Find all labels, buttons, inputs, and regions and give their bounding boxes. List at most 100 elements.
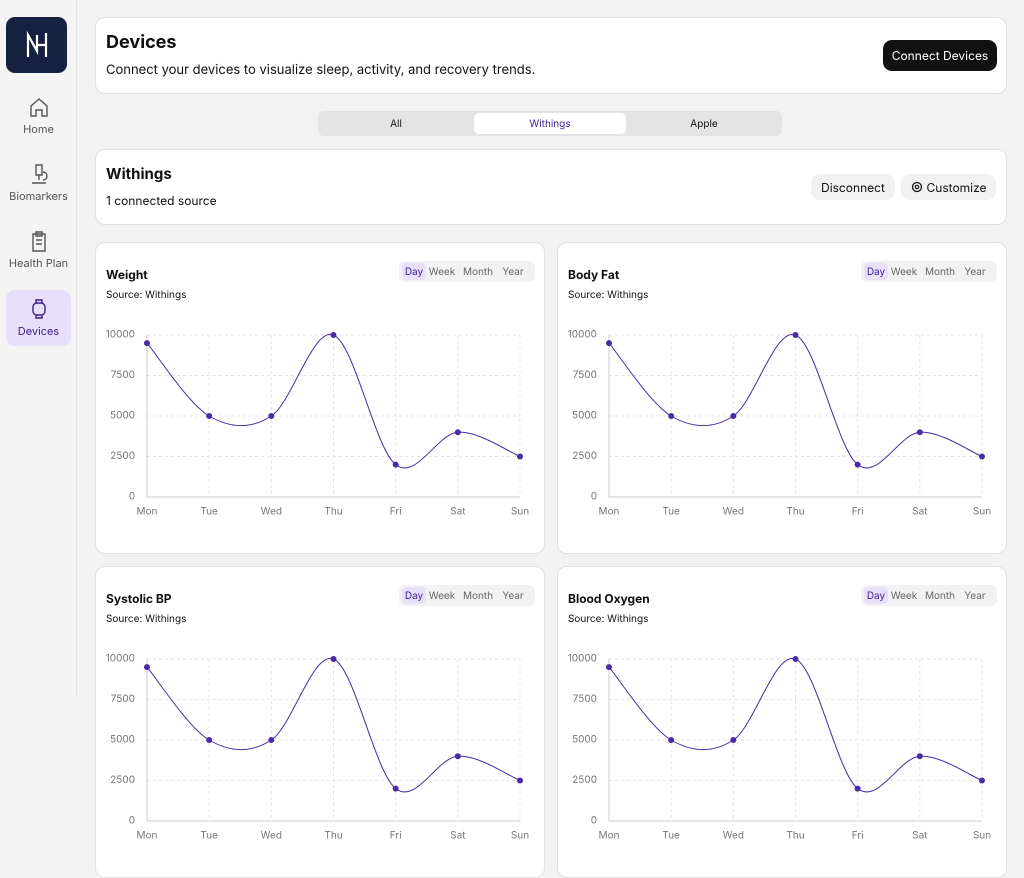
y-tick-label: 10000 bbox=[568, 653, 597, 665]
y-tick-label: 5000 bbox=[572, 734, 597, 746]
point bbox=[330, 332, 337, 338]
period-tabs: Day Week Month Year bbox=[399, 585, 535, 606]
nav-health-plan[interactable]: Health Plan bbox=[6, 222, 71, 278]
point bbox=[392, 785, 399, 792]
point bbox=[979, 777, 985, 784]
x-tick-label: Sun bbox=[511, 830, 529, 842]
x-tick-label: Mon bbox=[137, 830, 158, 842]
point bbox=[144, 340, 150, 347]
period-tabs: Day Week Month Year bbox=[861, 585, 997, 606]
y-tick-label: 5000 bbox=[110, 410, 135, 422]
x-tick-label: Wed bbox=[723, 506, 744, 518]
nav-label: Devices bbox=[17, 324, 60, 338]
x-tick-label: Thu bbox=[786, 506, 804, 518]
y-tick-label: 0 bbox=[129, 815, 135, 827]
x-tick-label: Tue bbox=[662, 830, 680, 842]
nav-label: Biomarkers bbox=[9, 189, 68, 203]
x-tick-label: Sat bbox=[912, 506, 928, 518]
x-tick-label: Thu bbox=[786, 830, 804, 842]
chart: 0 2500 5000 7500 10000 Mon Tue Wed Thu Fri Sat Sun bbox=[106, 329, 530, 518]
nav-label: Health Plan bbox=[8, 256, 69, 270]
card-source: Source: Withings bbox=[106, 289, 187, 301]
sidebar: Home Biomarkers Health Plan Devices bbox=[0, 0, 77, 697]
x-tick-label: Sun bbox=[973, 506, 991, 518]
logo[interactable] bbox=[6, 17, 67, 73]
tab-active[interactable]: Withings bbox=[474, 113, 626, 134]
x-tick-label: Fri bbox=[852, 506, 864, 518]
point bbox=[730, 737, 737, 743]
customize-button[interactable]: Customize bbox=[901, 174, 996, 200]
x-tick-label: Tue bbox=[200, 830, 218, 842]
nav-home[interactable]: Home bbox=[6, 88, 71, 144]
disconnect-button[interactable]: Disconnect bbox=[811, 174, 895, 200]
period-tab[interactable]: Week bbox=[890, 265, 918, 278]
chart-card: Systolic BP Source: Withings Day Week Month Y… bbox=[95, 566, 545, 878]
period-tab[interactable]: Year bbox=[964, 265, 986, 278]
y-tick-label: 10000 bbox=[568, 329, 597, 341]
point bbox=[668, 737, 675, 743]
y-tick-label: 2500 bbox=[572, 450, 597, 462]
period-tab[interactable]: Month bbox=[924, 265, 956, 278]
nav-label: Home bbox=[23, 122, 54, 136]
nav-biomarkers[interactable]: Biomarkers bbox=[6, 155, 71, 211]
point bbox=[144, 664, 150, 671]
home-icon bbox=[29, 98, 48, 117]
period-tab[interactable]: Month bbox=[924, 589, 956, 602]
point bbox=[392, 461, 399, 468]
x-tick-label: Thu bbox=[324, 506, 342, 518]
y-tick-label: 7500 bbox=[573, 693, 597, 705]
period-tab[interactable]: Week bbox=[428, 589, 456, 602]
x-tick-label: Mon bbox=[599, 506, 620, 518]
period-tab[interactable]: Year bbox=[502, 589, 524, 602]
chart-card: Blood Oxygen Source: Withings Day Week Month… bbox=[557, 566, 1007, 878]
nav-devices[interactable]: Devices bbox=[6, 290, 71, 346]
point bbox=[792, 332, 799, 338]
x-tick-label: Thu bbox=[324, 830, 342, 842]
period-tab[interactable]: Day bbox=[864, 263, 888, 280]
x-tick-label: Sat bbox=[450, 506, 466, 518]
page-subtitle: Connect your devices to visualize sleep,… bbox=[106, 62, 536, 78]
gear-icon bbox=[911, 181, 923, 193]
period-tab[interactable]: Day bbox=[402, 587, 426, 604]
y-tick-label: 0 bbox=[591, 815, 597, 827]
period-tab[interactable]: Month bbox=[462, 265, 494, 278]
card-title: Body Fat bbox=[568, 267, 620, 282]
y-tick-label: 2500 bbox=[572, 774, 597, 786]
period-tabs: Day Week Month Year bbox=[399, 261, 535, 282]
connect-button[interactable]: Connect Devices bbox=[883, 40, 997, 71]
period-tabs: Day Week Month Year bbox=[861, 261, 997, 282]
x-tick-label: Wed bbox=[723, 830, 744, 842]
point bbox=[206, 413, 213, 419]
card-source: Source: Withings bbox=[106, 613, 187, 625]
page-title: Devices bbox=[106, 32, 177, 53]
y-tick-label: 7500 bbox=[111, 369, 135, 381]
tab[interactable]: All bbox=[390, 117, 402, 130]
point bbox=[606, 664, 612, 671]
x-tick-label: Mon bbox=[599, 830, 620, 842]
y-tick-label: 0 bbox=[591, 491, 597, 503]
point bbox=[854, 785, 861, 792]
card-title: Weight bbox=[106, 267, 148, 282]
period-tab[interactable]: Day bbox=[402, 263, 426, 280]
period-tab[interactable]: Day bbox=[864, 587, 888, 604]
tab[interactable]: Apple bbox=[690, 117, 718, 130]
point bbox=[916, 753, 923, 760]
y-tick-label: 10000 bbox=[106, 329, 135, 341]
period-tab[interactable]: Year bbox=[502, 265, 524, 278]
x-tick-label: Sun bbox=[511, 506, 529, 518]
period-tab[interactable]: Week bbox=[890, 589, 918, 602]
period-tab[interactable]: Year bbox=[964, 589, 986, 602]
point bbox=[454, 429, 461, 436]
point bbox=[792, 656, 799, 662]
y-tick-label: 0 bbox=[129, 491, 135, 503]
period-tab[interactable]: Month bbox=[462, 589, 494, 602]
point bbox=[606, 340, 612, 347]
header-panel: Devices Connect your devices to visualiz… bbox=[95, 17, 1007, 94]
x-tick-label: Sat bbox=[450, 830, 466, 842]
period-tab[interactable]: Week bbox=[428, 265, 456, 278]
point bbox=[916, 429, 923, 436]
y-tick-label: 2500 bbox=[110, 450, 135, 462]
chart-card: Body Fat Source: Withings Day Week Month Year… bbox=[557, 242, 1007, 554]
point bbox=[730, 413, 737, 419]
